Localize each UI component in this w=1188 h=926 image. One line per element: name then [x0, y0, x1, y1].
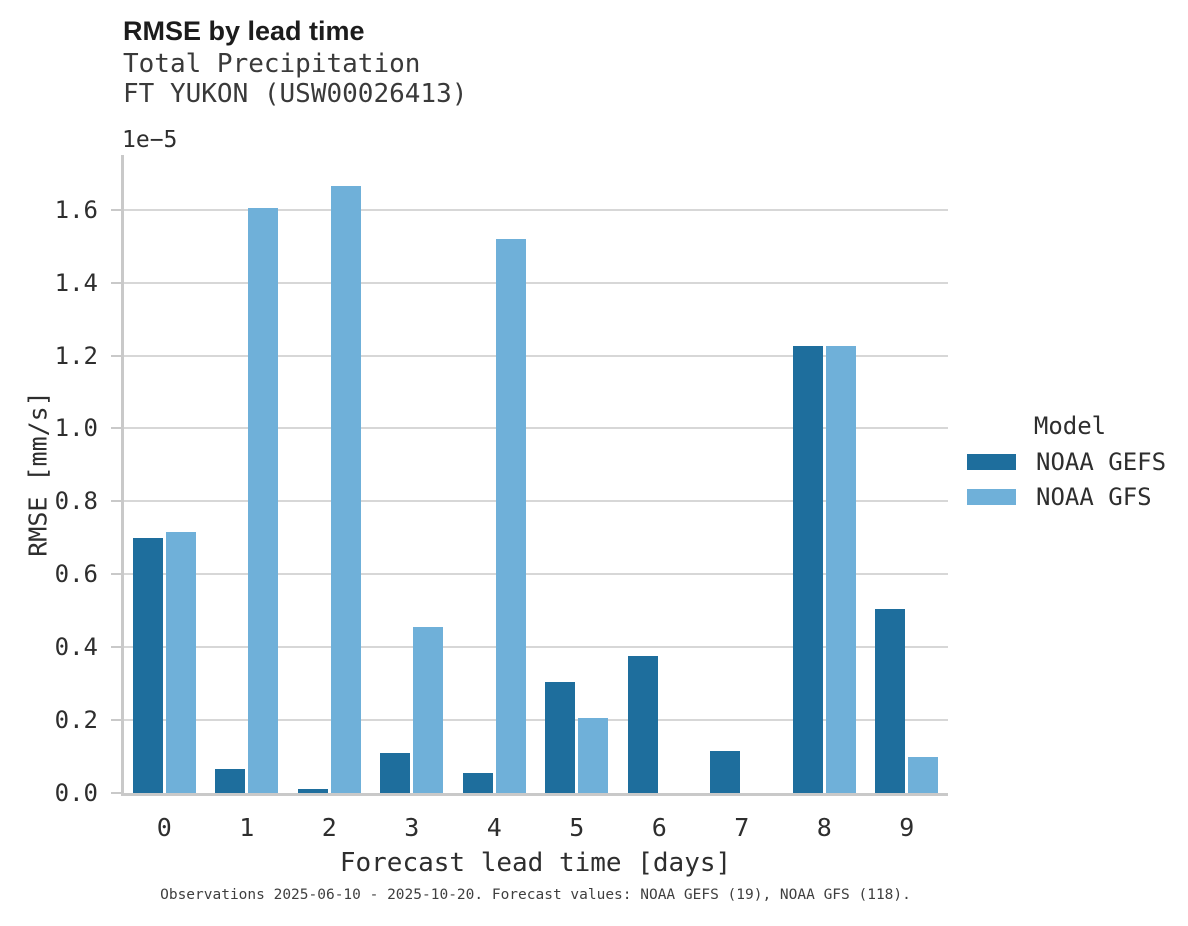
ytick-label-0.4: 0.4 [54, 633, 98, 662]
xtick-label-5: 5 [569, 813, 585, 842]
ytick-label-1.6: 1.6 [54, 195, 98, 224]
ytick-mark-1.2 [111, 354, 121, 357]
bar-noaa-gefs-day-8 [792, 346, 823, 793]
bar-noaa-gefs-day-0 [132, 537, 163, 793]
gridline-0.6 [123, 573, 948, 576]
gridline-1.6 [123, 208, 948, 211]
y-axis-scale-offset-label: 1e−5 [122, 127, 178, 153]
chart-title: RMSE by lead time [123, 16, 365, 46]
xtick-label-8: 8 [816, 813, 832, 842]
bar-noaa-gfs-day-9 [908, 756, 939, 793]
legend-title: Model [1033, 412, 1107, 440]
bar-noaa-gefs-day-1 [215, 769, 246, 793]
ytick-mark-1.0 [111, 427, 121, 430]
gridline-1.4 [123, 281, 948, 284]
ytick-mark-0.0 [111, 792, 121, 794]
xtick-label-2: 2 [321, 813, 337, 842]
bar-noaa-gfs-day-5 [578, 718, 609, 793]
gridline-0.4 [123, 646, 948, 649]
bar-noaa-gefs-day-6 [627, 656, 658, 793]
ytick-mark-1.4 [111, 281, 121, 284]
legend-label-noaa-gfs: NOAA GFS [1036, 483, 1152, 511]
xtick-label-6: 6 [651, 813, 667, 842]
legend-swatch-noaa-gfs [967, 489, 1016, 505]
ytick-label-1.2: 1.2 [54, 341, 98, 370]
bar-noaa-gfs-day-2 [330, 186, 361, 793]
gridline-1.2 [123, 354, 948, 357]
ytick-label-0.6: 0.6 [54, 560, 98, 589]
gridline-0.2 [123, 719, 948, 722]
bar-noaa-gefs-day-2 [297, 789, 328, 793]
xtick-label-0: 0 [156, 813, 172, 842]
bar-noaa-gfs-day-8 [825, 346, 856, 793]
gridline-1.0 [123, 427, 948, 430]
bar-noaa-gefs-day-5 [545, 681, 576, 793]
chart-subtitle-station: FT YUKON (USW00026413) [123, 79, 468, 109]
legend-entry-gfs: NOAA GFS [967, 483, 1173, 511]
caption: Observations 2025-06-10 - 2025-10-20. Fo… [160, 887, 911, 903]
xtick-label-7: 7 [734, 813, 750, 842]
bar-noaa-gfs-day-1 [248, 207, 279, 793]
ytick-mark-1.6 [111, 208, 121, 211]
ytick-mark-0.4 [111, 646, 121, 649]
ytick-label-0.2: 0.2 [54, 706, 98, 735]
bar-noaa-gfs-day-4 [495, 238, 526, 793]
bar-noaa-gfs-day-0 [165, 532, 196, 793]
ytick-label-0.0: 0.0 [54, 779, 98, 807]
bar-noaa-gefs-day-9 [875, 608, 906, 793]
xtick-label-4: 4 [486, 813, 502, 842]
gridline-0.8 [123, 500, 948, 503]
ytick-label-1.4: 1.4 [54, 268, 98, 297]
xtick-label-9: 9 [899, 813, 915, 842]
legend: Model NOAA GEFS NOAA GFS [967, 412, 1173, 518]
plot-area: 0.0 0.2 0.4 0.6 0.8 1.0 1.2 1.4 1.6 0 1 2 3 4 5 6 7 8 9 [55, 155, 948, 842]
bar-noaa-gefs-day-7 [710, 751, 741, 793]
ytick-mark-0.8 [111, 500, 121, 503]
ytick-mark-0.6 [111, 573, 121, 576]
xtick-label-3: 3 [404, 813, 420, 842]
ytick-mark-0.2 [111, 719, 121, 722]
legend-label-noaa-gefs: NOAA GEFS [1036, 448, 1167, 476]
ytick-label-0.8: 0.8 [54, 487, 98, 516]
legend-swatch-noaa-gefs [967, 454, 1016, 470]
bar-noaa-gfs-day-3 [413, 627, 444, 793]
ytick-label-1.0: 1.0 [54, 414, 98, 443]
bar-noaa-gefs-day-3 [380, 752, 411, 793]
legend-entry-gefs: NOAA GEFS [967, 448, 1173, 476]
xtick-label-1: 1 [239, 813, 255, 842]
x-axis-title: Forecast lead time [days] [339, 848, 732, 878]
y-axis-spine [121, 155, 124, 796]
chart-subtitle-variable: Total Precipitation [123, 49, 421, 79]
x-axis-spine [121, 793, 948, 796]
bar-noaa-gefs-day-4 [462, 772, 493, 793]
